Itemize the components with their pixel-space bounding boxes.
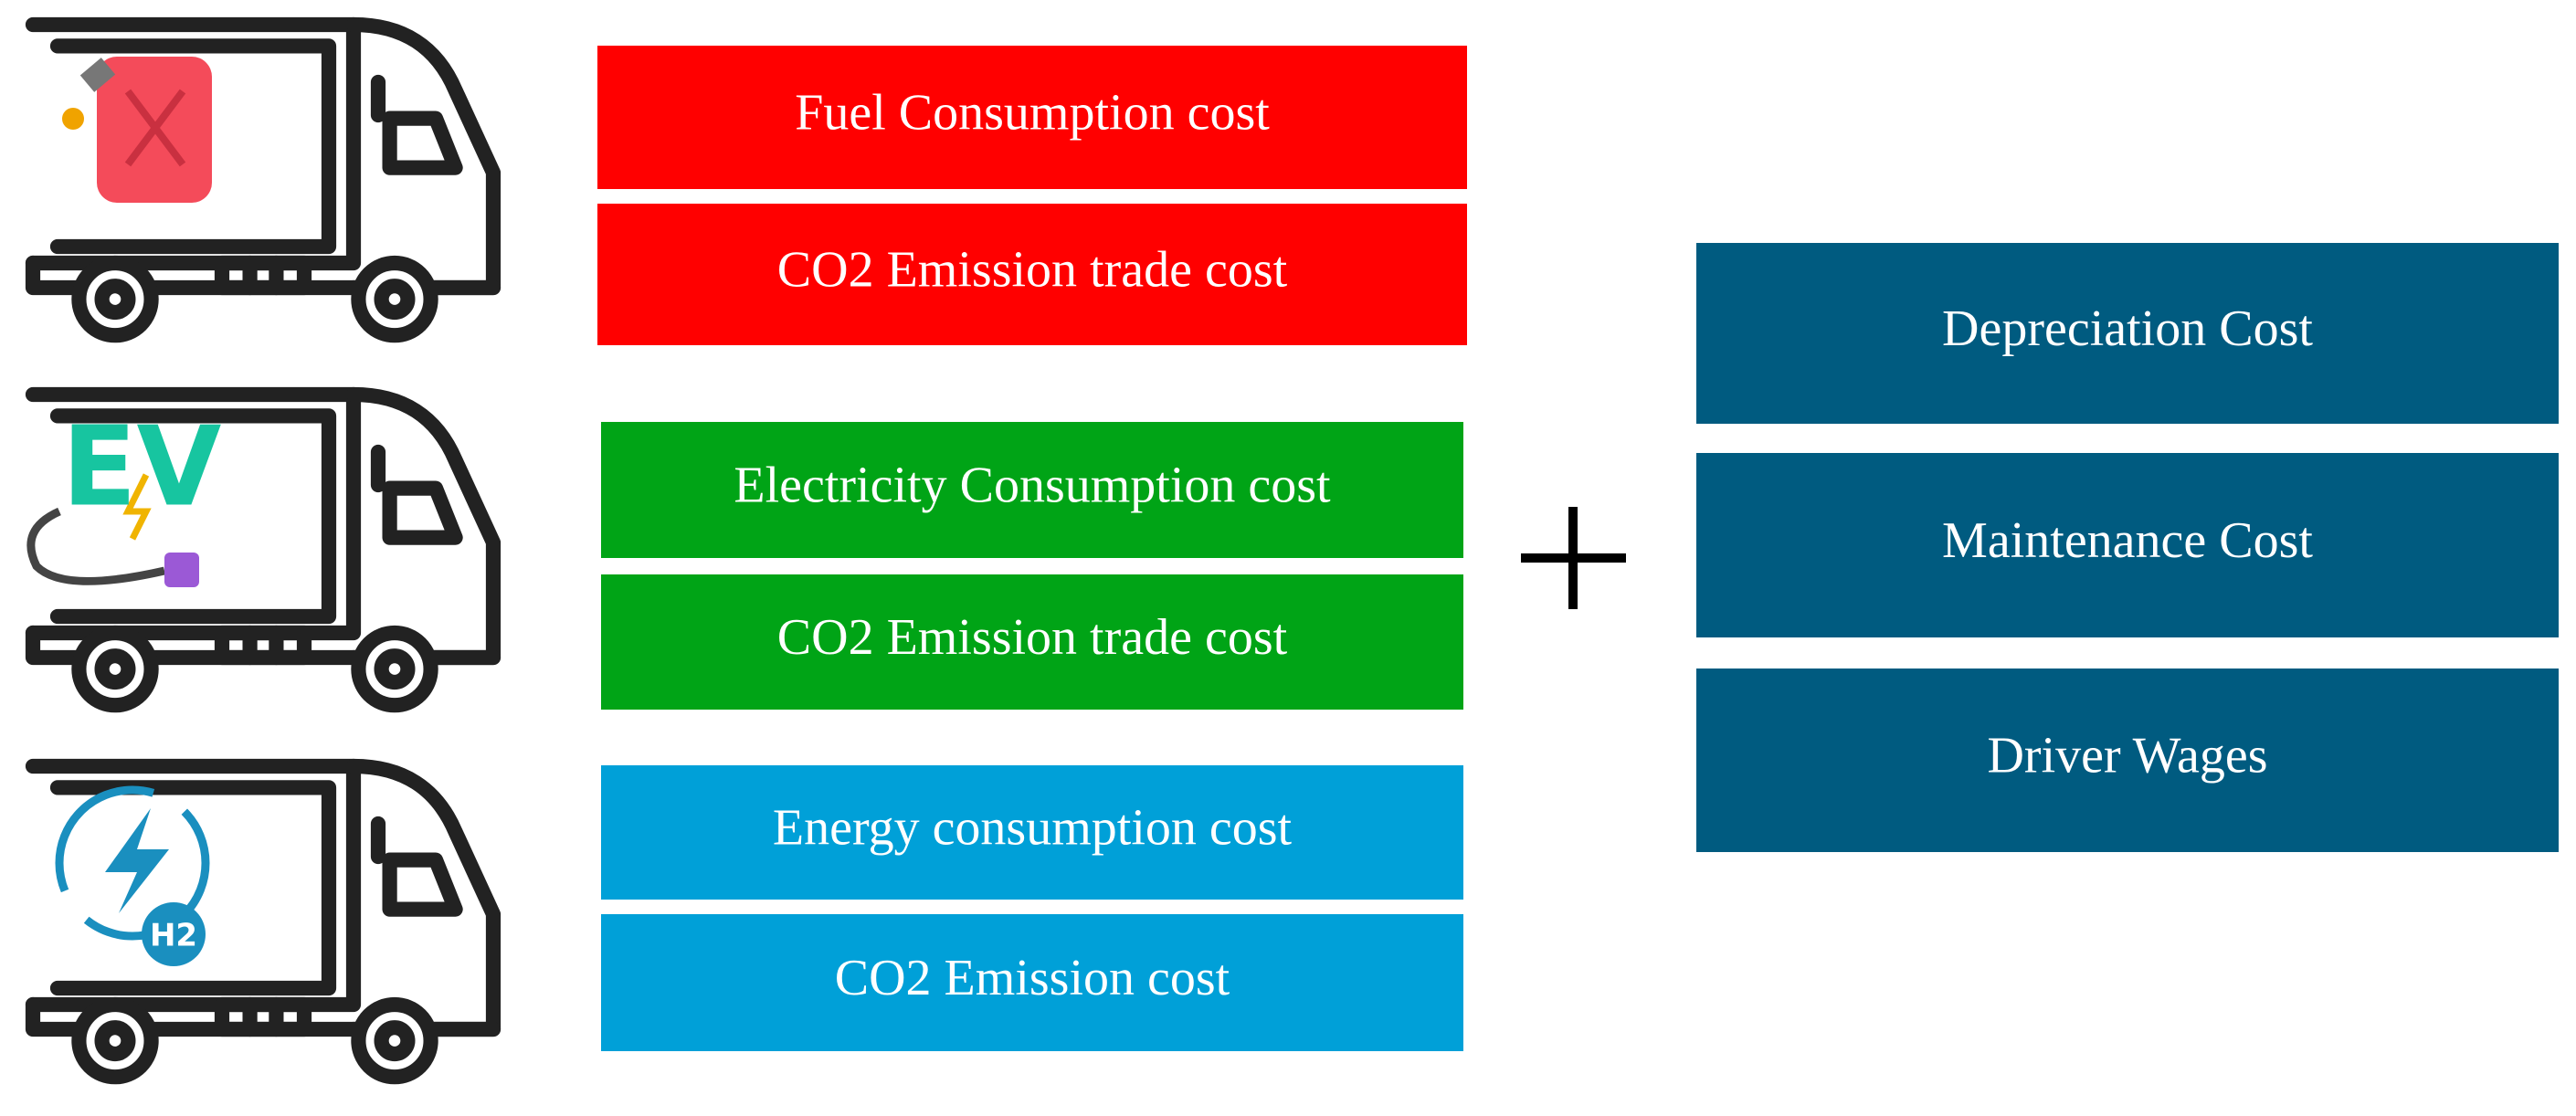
truck-icon (33, 766, 493, 1077)
icon-label: EV (62, 405, 222, 532)
cost-box (597, 46, 1467, 189)
cost-box (601, 765, 1463, 900)
cost-label: Fuel Consumption cost (795, 84, 1270, 141)
cost-label: Energy consumption cost (773, 799, 1293, 856)
common-cost-box (1696, 243, 2559, 424)
icon-label: H2 (150, 918, 197, 954)
cost-label: CO2 Emission trade cost (777, 241, 1288, 298)
common-cost-box (1696, 669, 2559, 852)
plus-sign (1521, 507, 1626, 609)
cost-box (601, 422, 1463, 558)
cost-box (601, 574, 1463, 710)
common-cost-label: Maintenance Cost (1942, 512, 2313, 569)
truck-icon (33, 25, 493, 335)
cost-label: CO2 Emission cost (835, 950, 1230, 1006)
cost-label: CO2 Emission trade cost (777, 609, 1288, 666)
cost-label: Electricity Consumption cost (734, 457, 1331, 513)
cost-box (597, 204, 1467, 345)
common-cost-box (1696, 453, 2559, 637)
cost-box (601, 914, 1463, 1051)
common-cost-label: Driver Wages (1987, 727, 2267, 784)
common-cost-label: Depreciation Cost (1942, 300, 2313, 357)
truck-icon (31, 395, 493, 705)
